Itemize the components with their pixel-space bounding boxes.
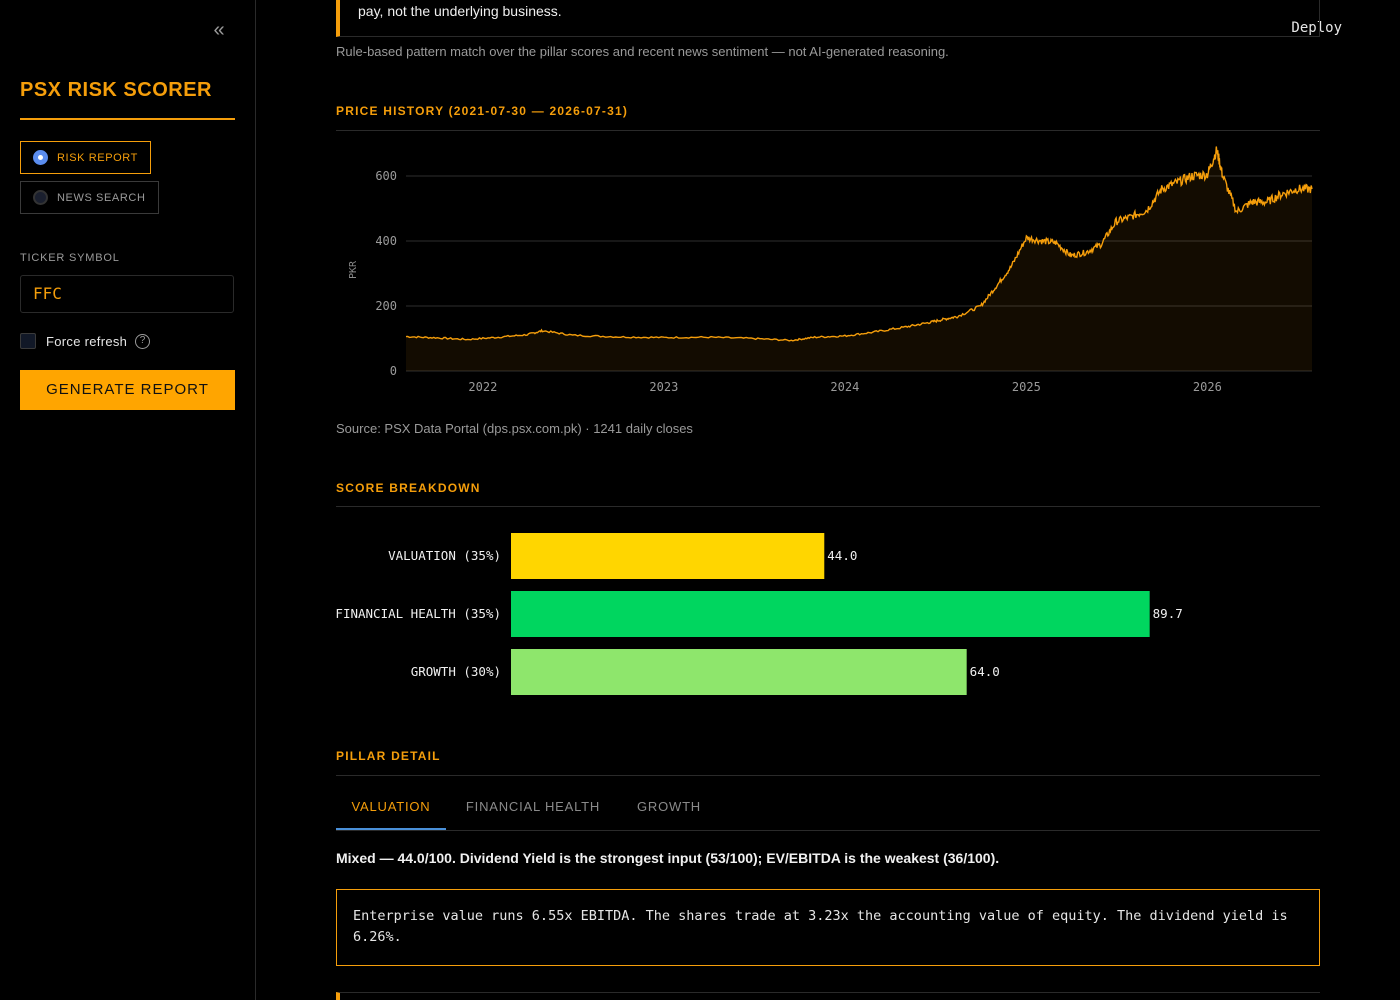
price-history-heading: PRICE HISTORY (2021-07-30 — 2026-07-31) [336,104,629,118]
radio-unselected-icon [33,190,48,205]
price-source-note: Source: PSX Data Portal (dps.psx.com.pk)… [336,421,693,436]
score-breakdown-heading: SCORE BREAKDOWN [336,481,481,495]
x-tick-label: 2023 [649,380,678,394]
score-bar [511,533,825,579]
double-chevron-left-icon[interactable]: « [213,19,225,41]
score-bar [511,591,1150,637]
y-tick-label: 0 [390,364,397,378]
question-circle-icon[interactable]: ? [135,333,151,349]
pillar-summary: Mixed — 44.0/100. Dividend Yield is the … [336,850,1000,866]
x-tick-label: 2026 [1193,380,1222,394]
ticker-symbol-label: TICKER SYMBOL [20,252,120,264]
rule-based-note: Rule-based pattern match over the pillar… [336,44,949,59]
pillar-detail-divider [336,775,1320,776]
force-refresh-label: Force refresh [46,333,128,349]
x-tick-label: 2022 [468,380,497,394]
price-history-divider [336,130,1320,131]
y-axis-label: PKR [348,260,359,279]
nav-risk-report-label: RISK REPORT [57,151,138,164]
sidebar: « PSX RISK SCORER RISK REPORT NEWS SEARC… [0,0,256,1000]
force-refresh-row: Force refresh ? [20,333,151,349]
tab-valuation[interactable]: VALUATION [336,787,446,830]
bar-value-label: 44.0 [827,548,857,563]
insight-callout-text: pay, not the underlying business. [358,3,562,19]
tab-growth[interactable]: GROWTH [636,799,701,814]
pillar-detail-heading: PILLAR DETAIL [336,749,441,763]
insight-callout: pay, not the underlying business. [336,0,1320,37]
radio-selected-icon [33,150,48,165]
app-title: PSX RISK SCORER [20,79,212,101]
y-tick-label: 400 [375,234,397,248]
pillar-tabs: VALUATION FINANCIAL HEALTH GROWTH [336,787,1320,831]
nav-risk-report[interactable]: RISK REPORT [20,141,151,174]
bar-category-label: GROWTH (30%) [411,664,501,679]
score-breakdown-divider [336,506,1320,507]
ticker-symbol-input[interactable]: FFC [20,275,234,313]
price-area-fill [406,146,1312,371]
pillar-detail-text: Enterprise value runs 6.55x EBITDA. The … [336,889,1320,966]
score-breakdown-chart: VALUATION (35%) 44.0 FINANCIAL HEALTH (35%… [336,533,1183,695]
nav-news-search[interactable]: NEWS SEARCH [20,181,159,214]
y-tick-label: 200 [375,299,397,313]
nav-news-search-label: NEWS SEARCH [57,191,146,204]
bar-category-label: FINANCIAL HEALTH (35%) [336,606,501,621]
price-history-chart: 0 200 400 600 2022 2023 2024 2025 2026 PKR [348,146,1313,394]
tab-financial-health[interactable]: FINANCIAL HEALTH [465,799,601,814]
y-tick-label: 600 [375,169,397,183]
x-tick-label: 2024 [830,380,859,394]
title-divider [20,118,235,120]
force-refresh-checkbox[interactable] [20,333,36,349]
bar-value-label: 64.0 [970,664,1000,679]
deploy-button[interactable]: Deploy [1291,20,1342,36]
bar-category-label: VALUATION (35%) [388,548,501,563]
generate-report-button[interactable]: GENERATE REPORT [20,370,235,410]
next-callout [336,992,1320,1000]
price-line [405,146,1313,342]
x-tick-label: 2025 [1012,380,1041,394]
bar-value-label: 89.7 [1153,606,1183,621]
score-bar [511,649,967,695]
